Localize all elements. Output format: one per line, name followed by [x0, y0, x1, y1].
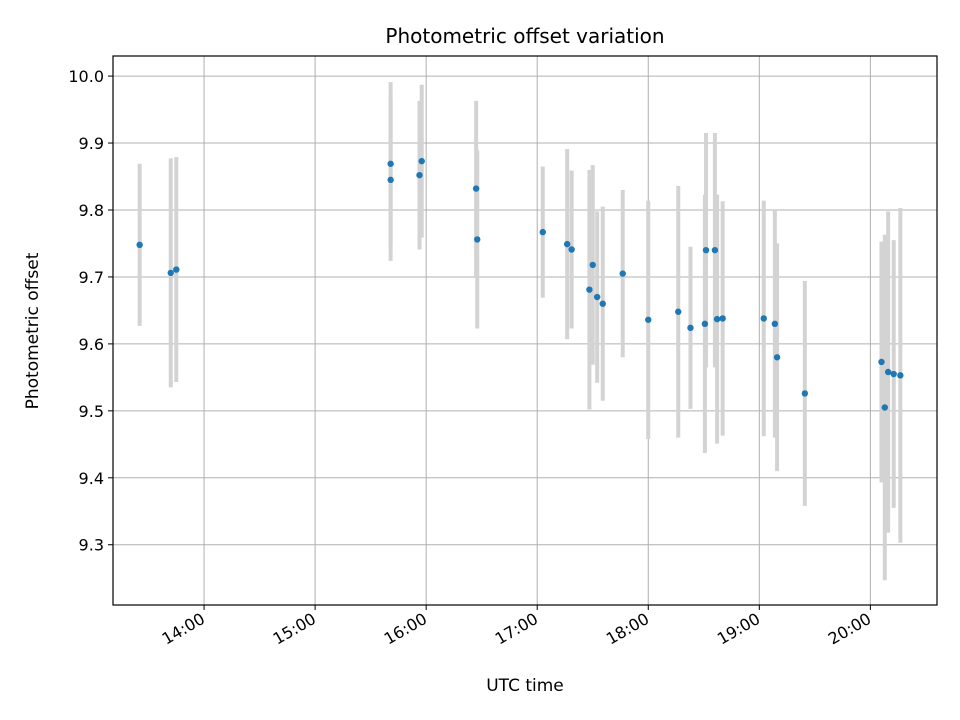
- data-point: [702, 246, 710, 254]
- data-point: [713, 315, 721, 323]
- data-point: [387, 176, 394, 184]
- data-point: [136, 241, 143, 249]
- data-points: [136, 157, 904, 411]
- data-point: [472, 185, 480, 192]
- y-tick-label: 9.4: [79, 469, 104, 488]
- data-point: [387, 160, 394, 167]
- y-tick-label: 9.9: [79, 134, 104, 153]
- y-tick-label: 9.8: [79, 201, 104, 220]
- data-point: [593, 293, 601, 301]
- data-point: [760, 315, 767, 322]
- chart-title: Photometric offset variation: [385, 24, 664, 48]
- data-point: [878, 358, 885, 366]
- data-point: [619, 270, 626, 277]
- y-tick-label: 9.6: [79, 335, 104, 354]
- data-point: [884, 368, 892, 376]
- data-point: [586, 286, 593, 293]
- grid: [113, 56, 937, 605]
- y-tick-label: 10.0: [68, 67, 104, 86]
- data-point: [167, 269, 174, 277]
- data-point: [773, 354, 781, 361]
- data-point: [771, 320, 779, 328]
- data-point: [539, 228, 546, 236]
- y-tick-label: 9.5: [79, 402, 104, 421]
- data-point: [563, 240, 571, 248]
- data-point: [719, 315, 726, 322]
- y-tick-label: 9.7: [79, 268, 104, 287]
- data-point: [890, 370, 897, 378]
- data-point: [589, 261, 596, 269]
- data-point: [897, 372, 904, 379]
- y-tick-label: 9.3: [79, 536, 104, 555]
- data-point: [701, 320, 709, 328]
- data-point: [568, 246, 575, 253]
- x-axis-title: UTC time: [486, 676, 564, 696]
- data-point: [675, 308, 682, 315]
- data-point: [711, 246, 719, 254]
- data-point: [645, 316, 652, 323]
- data-point: [801, 390, 809, 397]
- data-point: [881, 404, 889, 411]
- data-point: [687, 324, 694, 332]
- plot-frame: [112, 55, 938, 606]
- y-axis: 9.3 9.4 9.5 9.6 9.7 9.8 9.9 10.0: [68, 67, 113, 555]
- data-point: [474, 236, 481, 243]
- data-point: [416, 171, 423, 179]
- data-point: [418, 157, 425, 165]
- plot-area: [113, 56, 937, 605]
- y-axis-title: Photometric offset: [23, 252, 43, 409]
- data-point: [599, 300, 606, 307]
- data-point: [173, 266, 180, 273]
